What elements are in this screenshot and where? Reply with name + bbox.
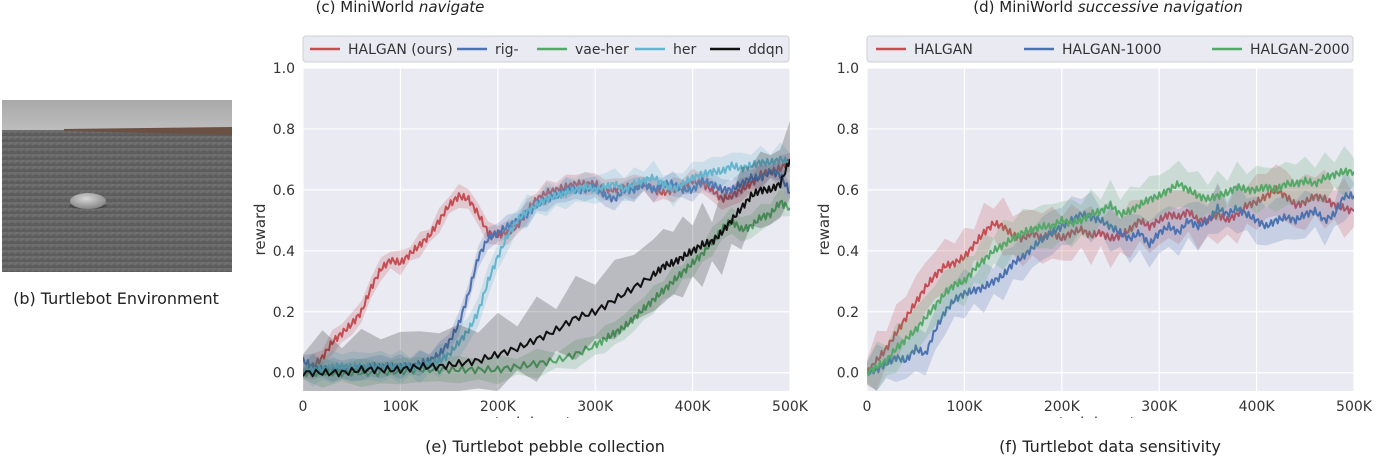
- legend: HALGAN HALGAN-1000 HALGAN-2000: [866, 35, 1354, 63]
- chart-navigate: 0.0 0.2 0.4 0.6 0.8 1.0 0 100K 200K 300K 400K 500K t…: [251, 35, 808, 418]
- legend: HALGAN (ours) rig-vae-her her ddqn: [302, 35, 790, 63]
- legend-label-halgan-2000: HALGAN-2000: [1250, 42, 1349, 58]
- x-tick-label: 0: [863, 399, 872, 415]
- line-her: [303, 155, 790, 375]
- x-tick-label: 400K: [1239, 399, 1276, 415]
- line-halgan-1000: [867, 191, 1354, 375]
- y-tick-label: 0.8: [273, 122, 295, 138]
- band-ddqn: [303, 120, 790, 391]
- y-tick-label: 0.4: [837, 244, 859, 260]
- y-tick-label: 1.0: [837, 61, 859, 77]
- legend-label-halgan-ours: HALGAN (ours): [348, 42, 453, 58]
- y-axis-label: reward: [251, 204, 269, 256]
- legend-label-vae-her: vae-her: [575, 42, 629, 58]
- legend-label-ddqn: ddqn: [748, 42, 784, 58]
- right-chart-title: (d) MiniWorld successive navigation: [908, 0, 1308, 16]
- legend-label-rig: rig-: [495, 42, 519, 58]
- line-ddqn: [303, 159, 790, 378]
- y-tick-label: 1.0: [273, 61, 295, 77]
- turtlebot-environment-image: [2, 100, 232, 272]
- plot-area: [303, 68, 790, 391]
- line-halgan-ours: [303, 158, 790, 376]
- env-caption: (b) Turtlebot Environment: [13, 289, 219, 308]
- right-title-emphasis: successive navigation: [1077, 0, 1243, 16]
- left-chart-title: (c) MiniWorld navigate: [250, 0, 550, 16]
- x-tick-label: 0: [299, 399, 308, 415]
- y-tick-label: 0.8: [837, 122, 859, 138]
- right-title-prefix: (d) MiniWorld: [973, 0, 1078, 16]
- band-halgan-2000: [867, 146, 1354, 391]
- y-tick-label: 0.6: [273, 183, 295, 199]
- x-axis-label: training steps: [495, 414, 598, 418]
- left-caption: (e) Turtlebot pebble collection: [425, 437, 665, 456]
- legend-box: [866, 35, 1354, 63]
- legend-label-her: her: [673, 42, 696, 58]
- left-title-prefix: (c) MiniWorld: [315, 0, 419, 16]
- x-tick-label: 400K: [675, 399, 712, 415]
- wall-strip: [64, 127, 232, 135]
- series-group: [867, 146, 1354, 391]
- x-axis-label: training steps: [1059, 414, 1162, 418]
- plot-area: [867, 68, 1354, 391]
- y-tick-label: 0.2: [837, 305, 859, 321]
- y-tick-label: 0.0: [273, 366, 295, 382]
- legend-label-halgan: HALGAN: [914, 42, 973, 58]
- x-tick-label: 200K: [1044, 399, 1081, 415]
- right-caption: (f) Turtlebot data sensitivity: [999, 437, 1221, 456]
- chart-successive-navigation: 0.0 0.2 0.4 0.6 0.8 1.0 0 100K 200K 300K 400K 500K t…: [815, 35, 1372, 418]
- y-tick-label: 0.0: [837, 366, 859, 382]
- x-tick-label: 100K: [946, 399, 983, 415]
- y-axis-label: reward: [815, 204, 833, 256]
- y-tick-label: 0.4: [273, 244, 295, 260]
- x-tick-label: 300K: [577, 399, 614, 415]
- x-tick-label: 500K: [772, 399, 808, 415]
- x-tick-label: 500K: [1336, 399, 1372, 415]
- band-halgan: [867, 164, 1354, 391]
- series-group: [303, 120, 790, 391]
- left-title-emphasis: navigate: [418, 0, 485, 16]
- y-tick-label: 0.6: [837, 183, 859, 199]
- legend-label-halgan-1000: HALGAN-1000: [1062, 42, 1161, 58]
- pebble: [70, 193, 106, 209]
- y-tick-label: 0.2: [273, 305, 295, 321]
- band-halgan-1000: [867, 170, 1354, 391]
- line-halgan-2000: [867, 167, 1354, 377]
- x-tick-label: 100K: [382, 399, 419, 415]
- x-tick-label: 200K: [480, 399, 517, 415]
- x-tick-label: 300K: [1141, 399, 1178, 415]
